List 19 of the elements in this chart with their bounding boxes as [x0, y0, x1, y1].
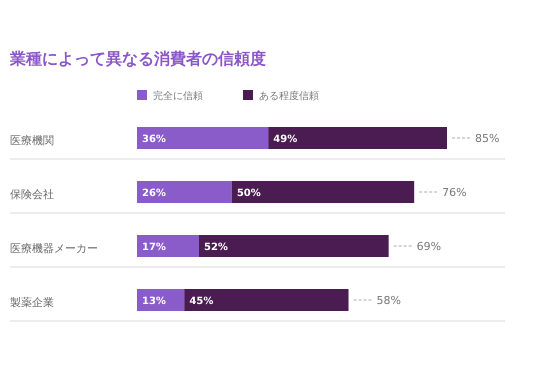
data-label: 36%: [142, 134, 166, 145]
y-tick-label: 製薬企業: [10, 296, 54, 309]
y-tick-label: 保険会社: [10, 188, 54, 201]
total-label: 69%: [416, 240, 442, 253]
y-tick-label: 医療機器メーカー: [10, 242, 98, 255]
data-label: 45%: [189, 296, 214, 307]
chart-title: 業種によって異なる消費者の信頼度: [9, 49, 266, 68]
data-label: 13%: [142, 296, 166, 307]
data-label: 49%: [273, 134, 298, 145]
data-label: 26%: [142, 188, 166, 199]
data-label: 17%: [142, 242, 166, 253]
total-label: 58%: [376, 294, 401, 307]
total-label: 85%: [475, 132, 500, 145]
y-tick-label: 医療機関: [10, 134, 54, 147]
data-label: 52%: [204, 242, 228, 253]
total-label: 76%: [442, 186, 467, 199]
data-label: 50%: [236, 188, 261, 199]
legend-label: ある程度信頼: [259, 90, 319, 102]
legend-label: 完全に信頼: [153, 90, 203, 102]
